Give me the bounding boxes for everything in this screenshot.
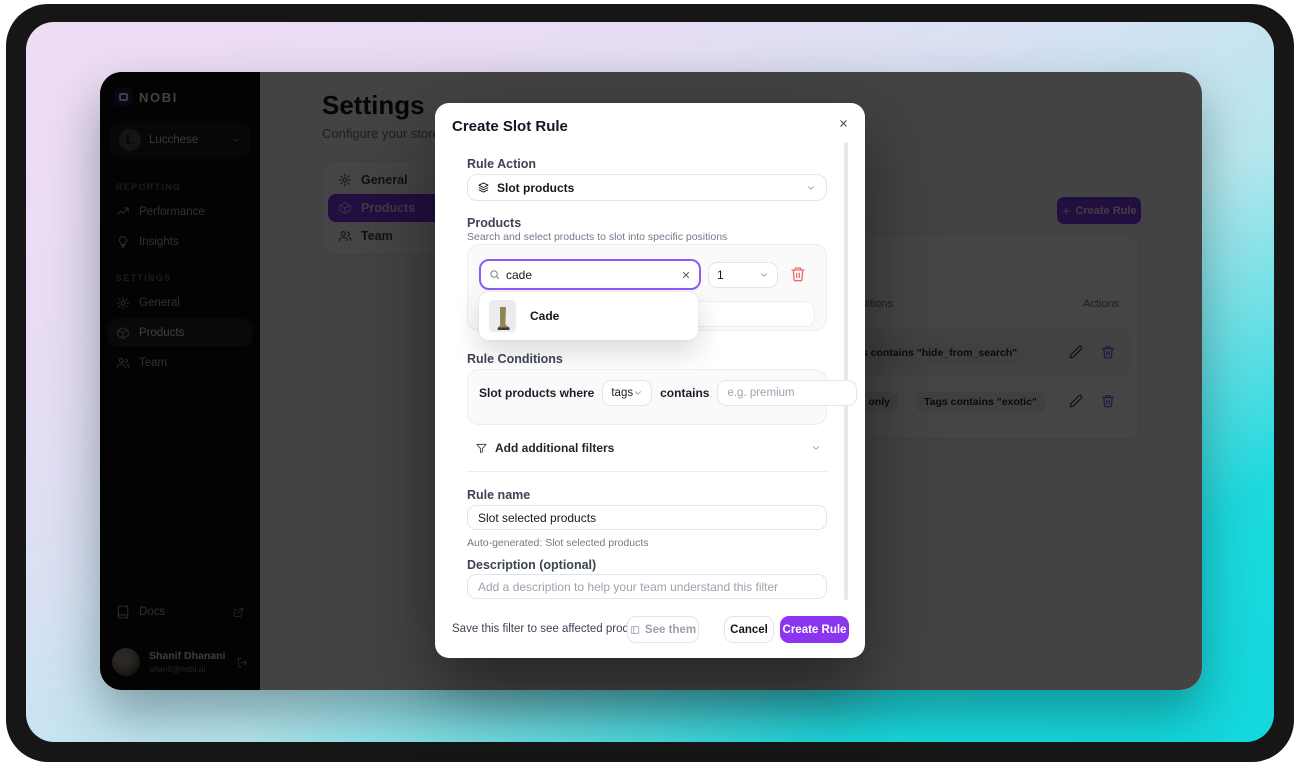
condition-field-value: tags [611, 387, 634, 399]
search-icon [490, 270, 500, 280]
boot-image [497, 307, 509, 330]
footer-note: Save this filter to see affected product… [452, 623, 654, 635]
condition-value-input[interactable] [717, 380, 858, 406]
close-icon [839, 119, 847, 127]
chevron-down-icon [635, 391, 642, 395]
rule-name-label: Rule name [467, 488, 531, 502]
clear-search-icon[interactable] [681, 270, 691, 280]
product-thumbnail [489, 300, 516, 332]
modal-title: Create Slot Rule [452, 118, 568, 135]
chevron-down-icon [761, 273, 767, 277]
condition-operator: contains [660, 386, 710, 400]
add-filters-toggle[interactable]: Add additional filters [476, 441, 821, 455]
funnel-icon [476, 443, 487, 453]
cancel-label: Cancel [730, 623, 768, 636]
condition-field-select[interactable]: tags [602, 380, 653, 406]
rule-action-label: Rule Action [467, 157, 536, 171]
rule-action-select[interactable]: Slot products [467, 174, 827, 201]
rule-name-input[interactable] [467, 505, 827, 530]
cancel-button[interactable]: Cancel [724, 616, 774, 643]
submit-label: Create Rule [782, 623, 847, 636]
modal-footer: Save this filter to see affected product… [435, 616, 865, 644]
create-slot-rule-modal: Create Slot Rule Rule Action Slot produc… [435, 103, 865, 658]
layers-icon [478, 182, 489, 193]
see-them-button[interactable]: See them [627, 616, 699, 643]
products-label: Products [467, 216, 522, 230]
create-rule-submit-button[interactable]: Create Rule [780, 616, 849, 643]
position-select[interactable]: 1 [708, 262, 778, 288]
chevron-down-icon [813, 446, 819, 450]
position-value: 1 [717, 268, 724, 282]
panel-icon [630, 625, 640, 634]
chevron-down-icon [808, 185, 814, 190]
remove-product-trash-icon[interactable] [790, 266, 806, 282]
condition-prefix: Slot products where [479, 386, 595, 400]
see-them-label: See them [644, 623, 697, 636]
close-button[interactable] [833, 113, 853, 133]
rule-action-value: Slot products [497, 180, 575, 195]
description-label: Description (optional) [467, 558, 597, 572]
description-input[interactable] [467, 574, 827, 599]
modal-scrollbar[interactable] [844, 142, 848, 600]
rule-name-hint: Auto-generated: Slot selected products [467, 537, 649, 549]
section-divider [467, 471, 827, 472]
product-search-input[interactable] [506, 267, 675, 282]
rule-conditions-label: Rule Conditions [467, 352, 563, 366]
product-result-item[interactable]: Cade [530, 309, 560, 323]
products-hint: Search and select products to slot into … [467, 231, 728, 243]
add-filters-label: Add additional filters [495, 441, 615, 455]
search-results-dropdown: Cade [479, 292, 698, 340]
product-search-field[interactable] [479, 259, 701, 290]
